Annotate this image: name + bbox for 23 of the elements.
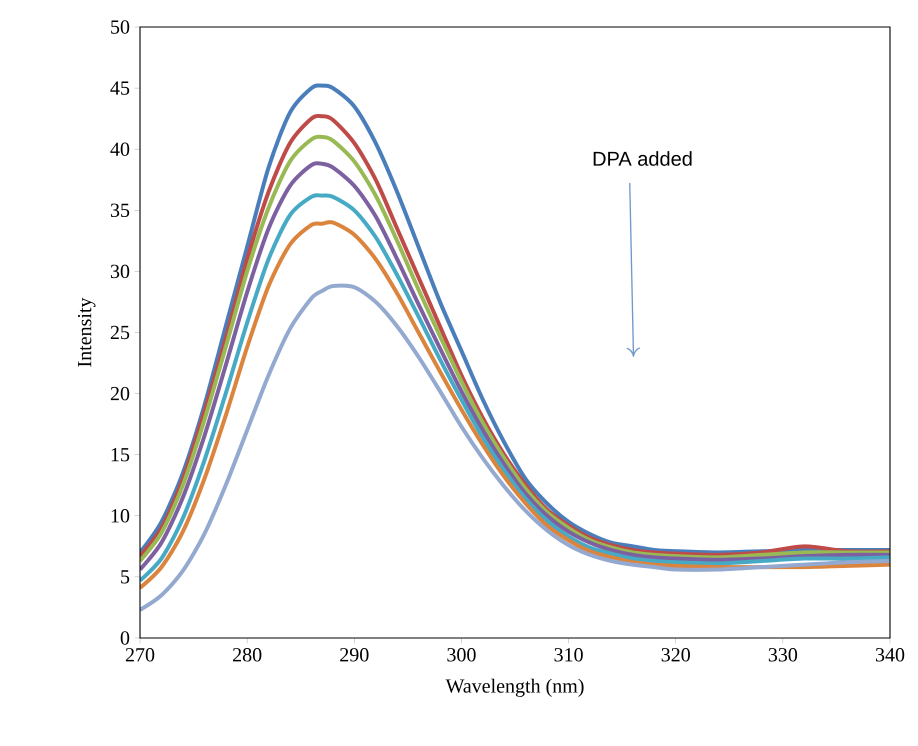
annotation: DPA added bbox=[594, 151, 692, 166]
line-series bbox=[140, 284, 890, 612]
y-tick-label: 45 bbox=[110, 81, 130, 95]
x-tick-label: 280 bbox=[233, 648, 262, 662]
y-tick-label: 15 bbox=[112, 448, 130, 462]
y-tick-label: 10 bbox=[112, 509, 130, 523]
x-tick-label: 290 bbox=[340, 648, 369, 662]
x-axis-title: Wavelength (nm) bbox=[446, 678, 584, 697]
y-tick-label: 20 bbox=[110, 386, 130, 400]
x-tick-label: 300 bbox=[447, 648, 476, 662]
y-tick-label: 5 bbox=[121, 570, 130, 584]
y-tick-label: 35 bbox=[110, 204, 130, 218]
x-tick-label: 270 bbox=[126, 648, 154, 662]
x-tick-label: 340 bbox=[876, 648, 904, 662]
y-tick-label: 30 bbox=[110, 264, 130, 278]
x-tick-label: 310 bbox=[554, 648, 583, 662]
x-tick-label: 330 bbox=[768, 648, 798, 662]
y-tick-label: 0 bbox=[120, 631, 130, 645]
y-axis-title: Intensity bbox=[78, 298, 96, 367]
y-tick-label: 50 bbox=[111, 20, 130, 34]
y-tick-label: 40 bbox=[110, 142, 130, 156]
y-tick-label: 25 bbox=[110, 326, 130, 340]
x-tick-label: 320 bbox=[662, 648, 690, 662]
